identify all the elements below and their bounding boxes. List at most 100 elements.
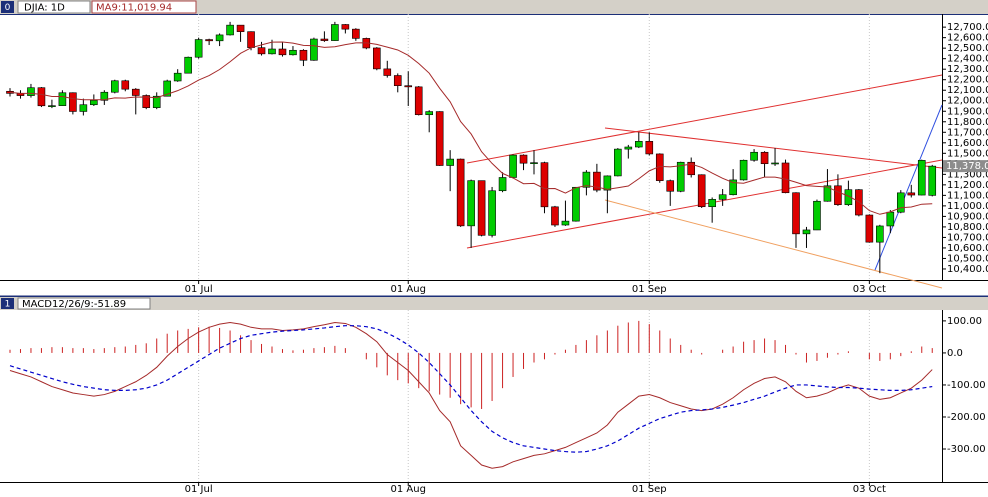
candle-body: [131, 88, 140, 96]
candle-body: [687, 161, 696, 176]
candle-body: [393, 75, 402, 87]
x-tick-label: 01 Sep: [632, 284, 667, 295]
y-tick-label: 11,000.0: [947, 201, 988, 212]
y-tick-label: 11,300.0: [947, 169, 988, 180]
panel-index: 0: [5, 3, 11, 13]
candle-body: [289, 49, 297, 56]
trend-line: [466, 74, 943, 164]
candle-body: [771, 162, 779, 165]
x-tick-label: 03 Oct: [853, 284, 886, 295]
candle-body: [226, 24, 234, 36]
y-tick-label: 11,100.0: [947, 190, 988, 201]
candle-body: [551, 206, 559, 226]
candle-body: [739, 159, 748, 181]
y-tick-label: 11,700.0: [947, 127, 988, 138]
candle-body: [194, 39, 203, 58]
ma-box: [91, 0, 197, 14]
y-tick-label: -200.00: [947, 412, 986, 423]
candle-body: [152, 95, 161, 108]
y-tick-label: 0.0: [947, 348, 963, 359]
candle-body: [498, 177, 507, 192]
candle-body: [614, 148, 622, 177]
candle-body: [813, 200, 821, 231]
candle-body: [142, 95, 151, 108]
candle-body: [48, 105, 56, 107]
x-tick-label: 01 Jul: [185, 484, 213, 495]
candle-body: [383, 68, 392, 76]
candle-body: [414, 86, 423, 116]
candle-body: [257, 47, 266, 55]
ma-label: MA9:11,019.94: [96, 3, 172, 14]
price-tag-label: 11,378.0: [946, 161, 988, 172]
candle-body: [655, 153, 664, 181]
candle-body: [519, 154, 528, 164]
candle-body: [425, 111, 434, 116]
y-tick-label: 10,400.0: [947, 264, 988, 275]
panel-header: [0, 0, 988, 14]
candle-body: [718, 194, 727, 200]
candle-body: [530, 162, 538, 164]
candle-body: [886, 211, 895, 227]
candle-body: [58, 92, 67, 106]
y-tick-label: 12,400.0: [947, 54, 988, 65]
candle-body: [509, 154, 517, 178]
symbol-box: [17, 0, 91, 14]
candle-body: [215, 34, 224, 42]
x-tick-label: 01 Aug: [391, 284, 426, 295]
candle-body: [697, 174, 706, 208]
y-tick-label: 12,100.0: [947, 85, 988, 96]
trend-line: [874, 104, 943, 271]
candle-body: [404, 85, 413, 88]
candle-body: [173, 72, 182, 82]
y-tick-label: 11,900.0: [947, 106, 988, 117]
candle-body: [205, 39, 213, 42]
candle-body: [729, 179, 737, 196]
candle-body: [634, 141, 643, 148]
candle-body: [341, 24, 350, 30]
y-tick-label: 10,600.0: [947, 243, 988, 254]
price-tag: [943, 160, 988, 173]
candle-body: [572, 186, 580, 222]
candle-body: [488, 190, 496, 236]
candle-body: [163, 80, 171, 97]
y-tick-label: 12,500.0: [947, 43, 988, 54]
candle-body: [100, 91, 109, 101]
candle-body: [121, 80, 130, 90]
x-tick-label: 01 Jul: [185, 284, 213, 295]
candle-body: [928, 165, 937, 196]
candle-body: [645, 141, 654, 155]
trend-line: [604, 127, 943, 169]
chart-title: MACD12/26/9:-51.89: [22, 299, 126, 310]
candle-body: [352, 28, 360, 39]
y-tick-label: 100.00: [947, 316, 982, 327]
y-tick-label: 10,500.0: [947, 253, 988, 264]
candle-body: [561, 220, 570, 226]
y-tick-label: 11,600.0: [947, 138, 988, 149]
candle-body: [372, 47, 381, 70]
candle-body: [477, 180, 486, 236]
candle-body: [299, 49, 308, 61]
candle-body: [582, 171, 591, 188]
candle-body: [37, 87, 46, 107]
candle-body: [896, 192, 905, 213]
ma-line: [9, 41, 933, 215]
panel-header: [0, 297, 988, 310]
candle-body: [90, 100, 98, 106]
candle-body: [844, 189, 853, 206]
panel-index: 1: [5, 300, 11, 310]
x-tick-label: 01 Sep: [632, 484, 667, 495]
candle-body: [876, 225, 884, 243]
y-tick-label: 12,600.0: [947, 33, 988, 44]
candle-body: [802, 229, 811, 235]
candle-body: [540, 162, 549, 208]
candle-body: [823, 185, 832, 202]
candle-body: [603, 175, 612, 191]
macd-box: [17, 297, 151, 310]
y-tick-label: 12,300.0: [947, 64, 988, 75]
macd-line: [9, 321, 933, 469]
candle-body: [760, 151, 769, 165]
candle-body: [268, 48, 276, 55]
candle-body: [907, 192, 916, 196]
